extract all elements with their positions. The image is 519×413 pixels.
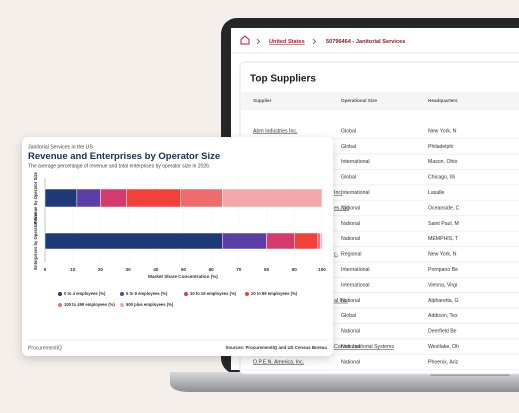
table-cell: Global (341, 144, 356, 150)
bar-segment (294, 232, 319, 250)
supplier-link[interactable]: Abm Industries Inc. (253, 128, 297, 134)
table-cell: National (341, 344, 360, 350)
supplier-link[interactable]: Inc. (334, 190, 342, 196)
table-cell: Oceanside, C (428, 205, 460, 211)
supplier-link[interactable]: Corvus Janitorial Systems (334, 344, 394, 350)
x-axis-label: Market Share Concentration (%) (148, 274, 218, 279)
legend-swatch (58, 292, 62, 296)
table-cell: National (341, 359, 360, 365)
x-tick-label: 90 (292, 267, 298, 272)
bar-segment (222, 232, 267, 250)
x-tick-label: 40 (153, 267, 159, 272)
supplier-link[interactable]: es, Llc (334, 205, 349, 211)
bar-segment (126, 188, 181, 208)
supplier-link[interactable]: c. (334, 252, 338, 258)
table-header-row (241, 92, 519, 110)
table-cell: Mason, Ohio (428, 159, 458, 165)
table-cell: Lasalle (428, 190, 445, 196)
table-cell: Global (341, 175, 356, 181)
table-cell: Saint Paul, M (428, 221, 459, 227)
chart-subtitle: The average percentage of revenue and to… (28, 163, 210, 169)
x-tick-label: 100 (318, 267, 326, 272)
table-cell: Vienna, Virgi (428, 282, 457, 288)
column-header: Operational Size (341, 98, 377, 103)
bar-segment (222, 188, 323, 208)
x-tick-label: 60 (209, 267, 215, 272)
legend-swatch (120, 303, 124, 307)
table-cell: National (341, 221, 360, 227)
legend-swatch (58, 303, 62, 307)
table-cell: International (341, 267, 370, 273)
legend-label: 100 to 499 employees (%) (64, 302, 115, 307)
table-cell: Chicago, Illi (428, 175, 455, 181)
bar-segment (100, 188, 127, 208)
table-title: Top Suppliers (250, 74, 316, 85)
table-cell: National (341, 298, 360, 304)
bar-segment (44, 232, 223, 250)
x-tick-label: 30 (126, 267, 132, 272)
home-icon[interactable] (240, 35, 250, 45)
table-cell: New York, N (428, 252, 457, 258)
table-cell: Regional (341, 252, 361, 258)
x-tick-label: 50 (181, 267, 187, 272)
y-category-label: Enterprises by Operator Size (33, 212, 38, 270)
breadcrumb-link[interactable]: United States (269, 39, 305, 45)
bar-segment (317, 232, 321, 250)
table-cell: Global (341, 313, 356, 319)
table-cell: Alpharetta, G (428, 298, 459, 304)
table-cell: Westlake, Oh (428, 344, 459, 350)
table-cell: International (341, 190, 370, 196)
table-cell: International (341, 282, 370, 288)
footer-sources: Sources: ProcurementIQ and US Census Bur… (226, 345, 328, 350)
footer-brand: ProcurementIQ (28, 345, 62, 351)
legend-label: 0 to 4 employees (%) (64, 291, 106, 296)
x-tick-label: 10 (70, 267, 76, 272)
table-cell: MEMPHIS, T (428, 236, 459, 242)
bar-segment (180, 188, 223, 208)
table-cell: Global (341, 128, 356, 134)
legend-label: 10 to 19 employees (%) (190, 291, 237, 296)
breadcrumb-current: 50796464 - Janitorial Services (326, 39, 405, 45)
table-cell: Phoenix, Ariz (428, 359, 459, 365)
bar-segment (320, 232, 323, 250)
breadcrumb-chevron (256, 38, 261, 45)
bar-segment (76, 188, 101, 208)
y-category-label: Revenue by Operator Size (33, 171, 38, 224)
legend-label: 5 to 9 employees (%) (126, 291, 168, 296)
table-cell: International (341, 159, 370, 165)
table-cell: National (341, 236, 360, 242)
breadcrumb-chevron (312, 38, 317, 45)
table-cell: New York, N (428, 128, 457, 134)
supplier-link[interactable]: O.P.E.N. America, Inc. (253, 359, 304, 365)
x-tick-label: 20 (98, 267, 104, 272)
x-tick-label: 70 (236, 267, 242, 272)
bar-segment (44, 188, 78, 208)
table-cell: Addison, Tex (428, 313, 458, 319)
table-cell: Philadelphi (428, 144, 453, 150)
legend-label: 500 plus employees (%) (126, 302, 174, 307)
column-header: Supplier (253, 98, 272, 103)
x-tick-label: 0 (44, 267, 47, 272)
legend-swatch (245, 292, 249, 296)
table-cell: National (341, 205, 360, 211)
legend-swatch (120, 292, 124, 296)
legend-swatch (184, 292, 188, 296)
column-header: Headquarters (428, 98, 458, 103)
supplier-link[interactable]: al Inc. (334, 298, 348, 304)
x-tick-label: 80 (264, 267, 270, 272)
laptop-base (170, 372, 519, 392)
bar-segment (266, 232, 295, 250)
chart-eyebrow: Janitorial Services in the US (28, 144, 93, 150)
table-cell: National (341, 329, 360, 335)
chart-title: Revenue and Enterprises by Operator Size (28, 151, 220, 162)
legend-label: 20 to 99 employees (%) (251, 291, 298, 296)
table-cell: Deerfield Be (428, 329, 457, 335)
table-cell: Pompano Be (428, 267, 458, 273)
